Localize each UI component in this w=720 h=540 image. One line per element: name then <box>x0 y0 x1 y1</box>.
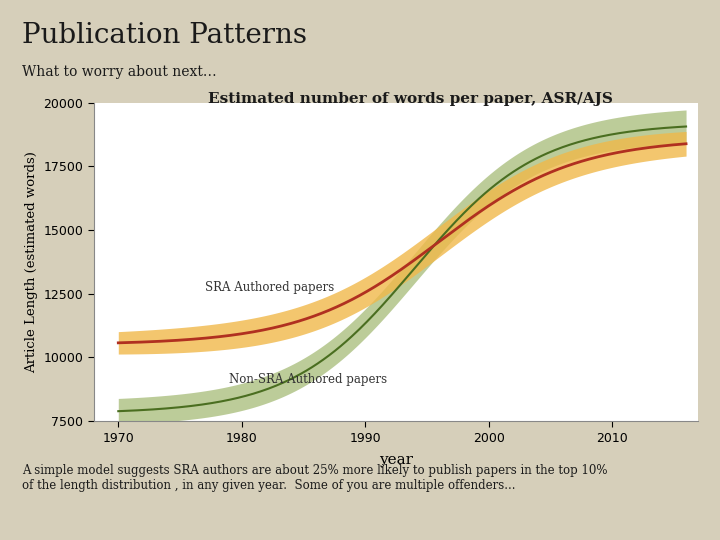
Text: A simple model suggests SRA authors are about 25% more likely to publish papers : A simple model suggests SRA authors are … <box>22 464 607 492</box>
Y-axis label: Article Length (estimated words): Article Length (estimated words) <box>24 151 37 373</box>
Text: What to worry about next…: What to worry about next… <box>22 65 216 79</box>
Text: Estimated number of words per paper, ASR/AJS: Estimated number of words per paper, ASR… <box>208 92 613 106</box>
Text: Publication Patterns: Publication Patterns <box>22 22 307 49</box>
Text: SRA Authored papers: SRA Authored papers <box>204 281 334 294</box>
Text: Non-SRA Authored papers: Non-SRA Authored papers <box>230 373 387 386</box>
X-axis label: year: year <box>379 453 413 467</box>
